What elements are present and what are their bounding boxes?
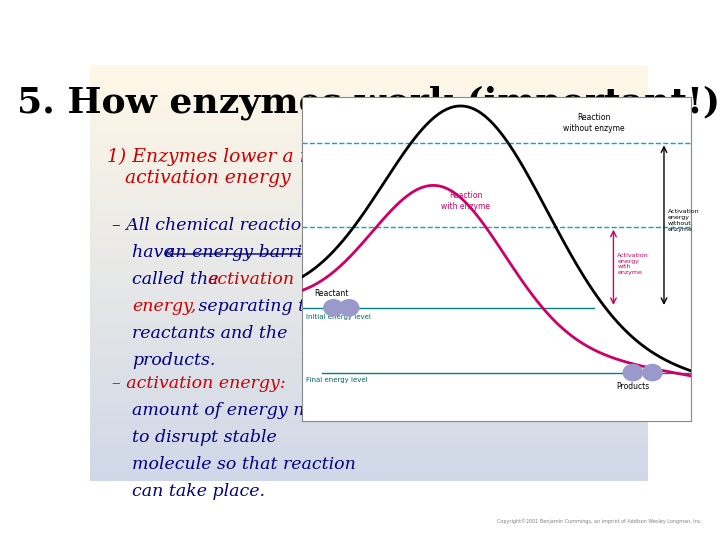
Text: 1) Enzymes lower a reaction’s
   activation energy: 1) Enzymes lower a reaction’s activation… (107, 148, 394, 187)
Text: Reactant: Reactant (314, 289, 348, 298)
Text: Reaction
without enzyme: Reaction without enzyme (563, 113, 625, 133)
Text: can take place.: can take place. (132, 483, 265, 500)
Text: Initial energy level: Initial energy level (306, 314, 372, 320)
Text: Reaction
with enzyme: Reaction with enzyme (441, 191, 490, 211)
Circle shape (623, 364, 642, 381)
Text: products.: products. (132, 352, 215, 369)
Text: 5. How enzymes work (important!): 5. How enzymes work (important!) (17, 85, 720, 120)
Text: energy,: energy, (132, 298, 196, 315)
Text: to disrupt stable: to disrupt stable (132, 429, 276, 446)
Text: Activation
energy
with
enzyme: Activation energy with enzyme (617, 253, 649, 275)
Circle shape (324, 300, 343, 316)
Text: molecule so that reaction: molecule so that reaction (132, 456, 356, 472)
Text: reactants and the: reactants and the (132, 325, 287, 342)
Text: Activation
energy
without
enzyme: Activation energy without enzyme (668, 209, 700, 232)
Text: Copyright©2001 Benjamin Cummings, an imprint of Addison Wesley Longman, Inc.: Copyright©2001 Benjamin Cummings, an imp… (497, 518, 702, 524)
Text: Final energy level: Final energy level (306, 377, 368, 383)
Text: an energy barrier,: an energy barrier, (166, 244, 325, 261)
Circle shape (339, 300, 359, 316)
Text: Products: Products (616, 382, 649, 392)
Text: have: have (132, 244, 179, 261)
Text: – activation energy:: – activation energy: (112, 375, 286, 392)
Text: – All chemical reactions: – All chemical reactions (112, 217, 322, 234)
Text: called the: called the (132, 271, 224, 288)
Text: separating the: separating the (193, 298, 327, 315)
Circle shape (642, 364, 662, 381)
Text: activation: activation (207, 271, 294, 288)
Text: amount of energy needed: amount of energy needed (132, 402, 357, 418)
